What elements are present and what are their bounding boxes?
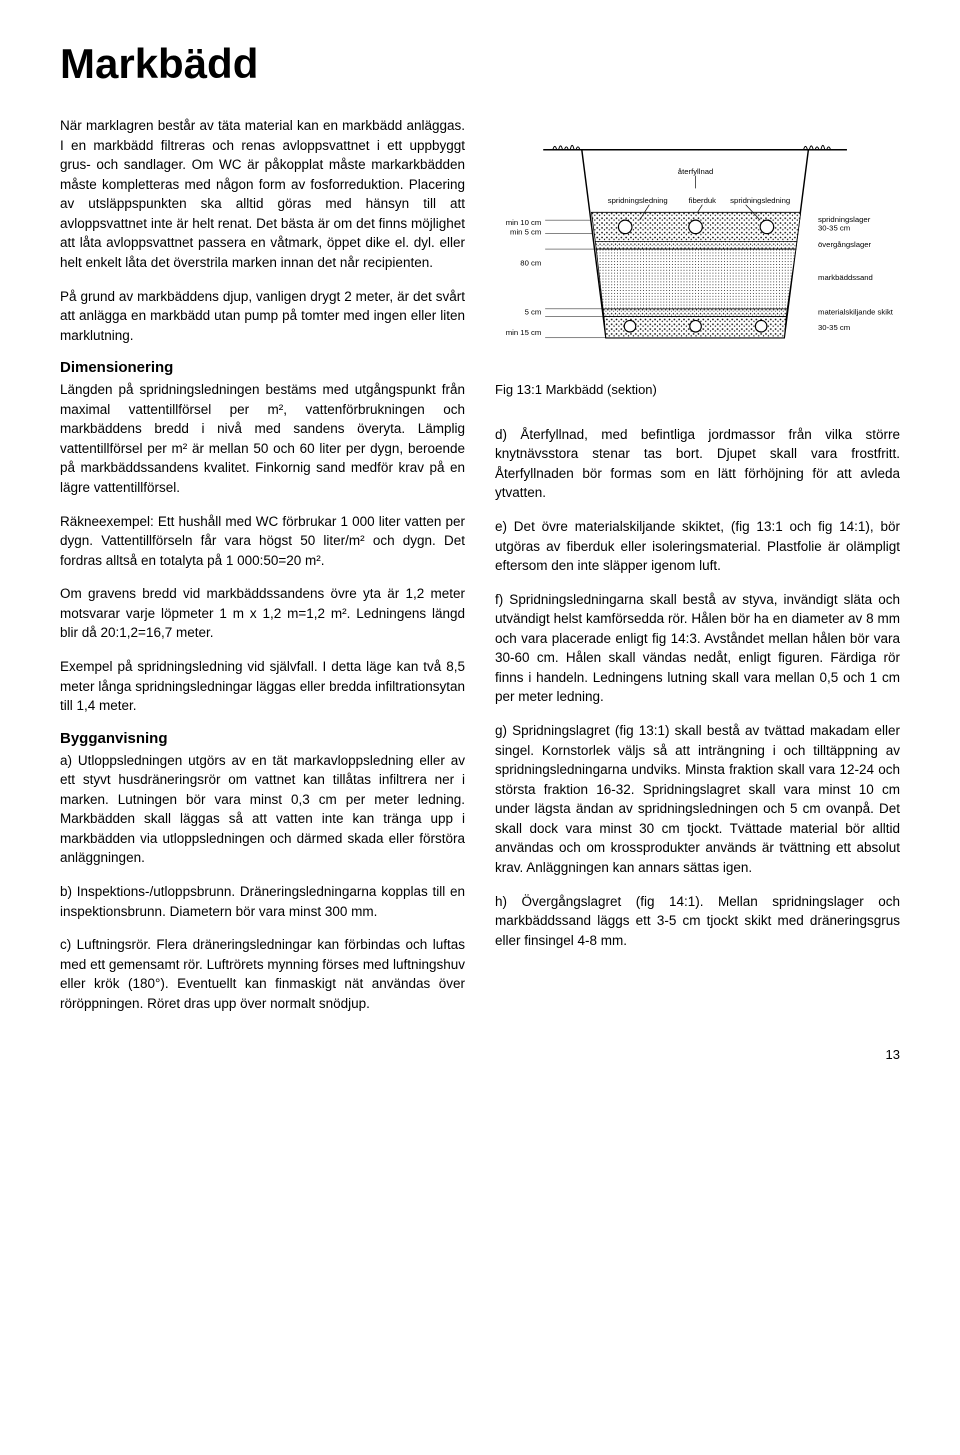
paragraph: d) Återfyllnad, med befintliga jordmasso… — [495, 425, 900, 503]
paragraph: När marklagren består av täta material k… — [60, 116, 465, 273]
right-column: min 10 cm min 5 cm 80 cm 5 cm min 15 cm … — [495, 116, 900, 1027]
figure-caption: Fig 13:1 Markbädd (sektion) — [495, 382, 900, 397]
diagram-label: fiberduk — [689, 196, 717, 205]
diagram-label: materialskiljande skikt — [818, 308, 894, 317]
diagram-label: markbäddssand — [818, 273, 873, 282]
paragraph: Längden på spridningsledningen bestäms m… — [60, 380, 465, 497]
diagram-label: spridningsledning — [730, 196, 790, 205]
paragraph: Om gravens bredd vid markbäddssandens öv… — [60, 584, 465, 643]
diagram-label: återfyllnad — [678, 167, 714, 176]
diagram-label: 5 cm — [525, 308, 542, 317]
paragraph: a) Utloppsledningen utgörs av en tät mar… — [60, 751, 465, 868]
two-column-layout: När marklagren består av täta material k… — [60, 116, 900, 1027]
diagram-label: spridningslager — [818, 215, 871, 224]
figure-markbadd-section: min 10 cm min 5 cm 80 cm 5 cm min 15 cm … — [495, 116, 900, 397]
paragraph: b) Inspektions-/utloppsbrunn. Dränerings… — [60, 882, 465, 921]
subheading-dimensionering: Dimensionering — [60, 359, 465, 376]
paragraph: g) Spridningslagret (fig 13:1) skall bes… — [495, 721, 900, 878]
diagram-label: min 15 cm — [506, 328, 542, 337]
paragraph: e) Det övre materialskiljande skiktet, (… — [495, 517, 900, 576]
paragraph: h) Övergångslagret (fig 14:1). Mellan sp… — [495, 892, 900, 951]
diagram-svg: min 10 cm min 5 cm 80 cm 5 cm min 15 cm … — [495, 116, 900, 367]
paragraph: f) Spridningsledningarna skall bestå av … — [495, 590, 900, 707]
page-title: Markbädd — [60, 40, 900, 88]
paragraph: På grund av markbäddens djup, vanligen d… — [60, 287, 465, 346]
left-column: När marklagren består av täta material k… — [60, 116, 465, 1027]
diagram-label: 80 cm — [520, 258, 541, 267]
diagram-label: 30-35 cm — [818, 224, 850, 233]
diagram-label: spridningsledning — [608, 196, 668, 205]
paragraph: Exempel på spridningsledning vid självfa… — [60, 657, 465, 716]
subheading-bygganvisning: Bygganvisning — [60, 730, 465, 747]
paragraph: c) Luftningsrör. Flera dräneringsledning… — [60, 935, 465, 1013]
diagram-label: övergångslager — [818, 240, 872, 249]
diagram-label: min 5 cm — [510, 228, 541, 237]
diagram-label: 30-35 cm — [818, 323, 850, 332]
page-number: 13 — [60, 1047, 900, 1062]
paragraph: Räkneexempel: Ett hushåll med WC förbruk… — [60, 512, 465, 571]
diagram-label: min 10 cm — [506, 218, 542, 227]
